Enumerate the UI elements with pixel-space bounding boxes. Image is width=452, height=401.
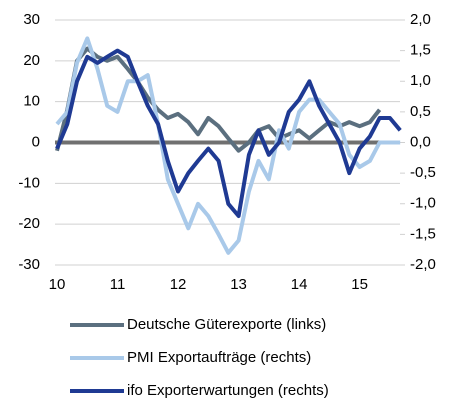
y-tick-label: 30 bbox=[23, 11, 40, 28]
y2-tick-label: -2,0 bbox=[410, 256, 436, 273]
y-tick-label: 20 bbox=[23, 52, 40, 69]
y-tick-label: -20 bbox=[18, 215, 40, 232]
y2-tick-label: 1,0 bbox=[410, 72, 431, 89]
x-tick-label: 14 bbox=[291, 276, 308, 293]
series-line bbox=[55, 46, 382, 153]
series-line bbox=[55, 36, 401, 255]
x-tick-label: 15 bbox=[351, 276, 368, 293]
y-tick-label: -30 bbox=[18, 256, 40, 273]
x-tick-label: 13 bbox=[230, 276, 247, 293]
x-tick-label: 11 bbox=[110, 276, 126, 293]
y2-tick-label: 1,5 bbox=[410, 42, 431, 59]
y-tick-label: 0 bbox=[32, 133, 40, 150]
y2-tick-label: -0,5 bbox=[410, 164, 436, 181]
legend-label: PMI Exportaufträge (rechts) bbox=[127, 349, 311, 366]
x-tick-label: 10 bbox=[49, 276, 66, 293]
y2-tick-label: 0,5 bbox=[410, 103, 431, 120]
y-tick-label: 10 bbox=[23, 93, 40, 110]
y2-tick-label: 0,0 bbox=[410, 133, 431, 150]
y2-tick-label: -1,0 bbox=[410, 195, 436, 212]
series-line bbox=[55, 48, 402, 218]
legend-label: ifo Exporterwartungen (rechts) bbox=[127, 382, 329, 399]
y2-tick-label: -1,5 bbox=[410, 225, 436, 242]
x-tick-label: 12 bbox=[170, 276, 187, 293]
y-tick-label: -10 bbox=[18, 174, 40, 191]
y2-tick-label: 2,0 bbox=[410, 11, 431, 28]
legend-label: Deutsche Güterexporte (links) bbox=[127, 316, 326, 333]
